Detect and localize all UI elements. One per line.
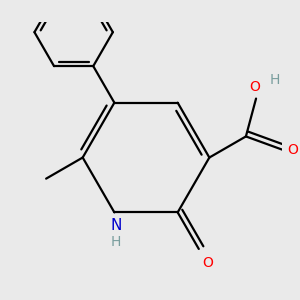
Text: O: O bbox=[287, 143, 298, 157]
Text: N: N bbox=[110, 218, 122, 233]
Text: H: H bbox=[270, 73, 280, 86]
Text: O: O bbox=[249, 80, 260, 94]
Text: O: O bbox=[202, 256, 213, 271]
Text: H: H bbox=[111, 235, 121, 249]
